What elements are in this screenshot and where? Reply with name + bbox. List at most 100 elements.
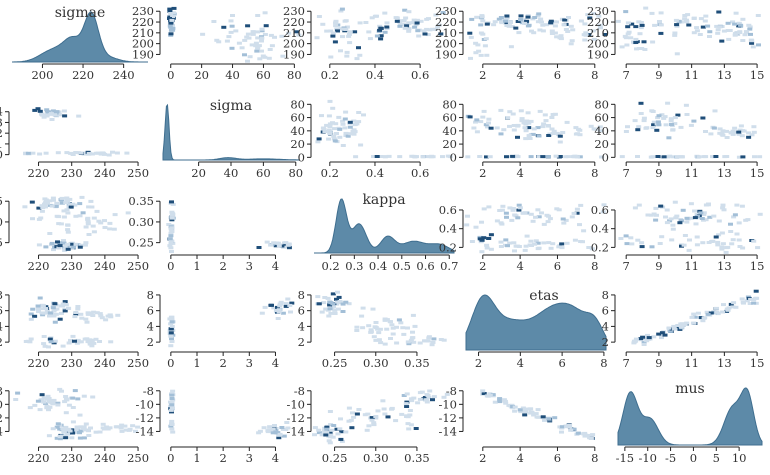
hex-bin — [338, 417, 343, 421]
hex-bin — [229, 46, 235, 50]
x-tick-label: 0.30 — [363, 451, 389, 465]
y-tick-label: 4 — [147, 319, 154, 333]
hex-bin — [672, 327, 677, 331]
hex-bin — [119, 429, 125, 433]
hex-bin — [327, 125, 333, 129]
hex-bin — [39, 209, 45, 213]
hex-bin — [424, 27, 430, 31]
hex-bin — [582, 38, 588, 42]
hex-bin — [664, 221, 670, 225]
hex-bin — [52, 308, 58, 312]
hex-bin — [421, 29, 427, 33]
hex-bin — [270, 431, 276, 435]
density-curve — [465, 294, 607, 351]
hex-bin — [678, 325, 684, 329]
x-tick-label: 11 — [684, 68, 699, 82]
x-tick-label: 4 — [516, 166, 523, 180]
hex-bin — [436, 23, 442, 27]
hex-bin — [483, 37, 489, 41]
hex-bin — [535, 247, 541, 251]
hex-bin — [501, 128, 507, 132]
hex-bin — [669, 238, 675, 242]
hex-bin — [236, 41, 242, 45]
x-tick-label: 13 — [717, 356, 732, 370]
hex-bin — [679, 219, 685, 223]
hex-bin — [114, 151, 120, 155]
hex-bin — [62, 114, 68, 118]
hex-bin — [107, 221, 113, 225]
diagonal-title-etas: etas — [529, 288, 558, 304]
hex-bin — [49, 241, 55, 245]
y-tick-label: 200 — [435, 37, 457, 51]
x-tick-label: 60 — [256, 166, 271, 180]
hex-bin — [43, 198, 49, 202]
hex-bin — [63, 411, 69, 415]
hex-bin — [384, 21, 390, 25]
hex-bin — [340, 144, 346, 147]
hex-bin — [371, 155, 376, 158]
hex-bin — [50, 306, 56, 310]
hex-bin — [37, 109, 43, 113]
hex-bin — [515, 123, 521, 127]
y-tick-label: 200 — [132, 37, 154, 51]
hex-bin — [336, 295, 342, 299]
hex-bin — [723, 250, 729, 254]
hex-bin — [724, 129, 730, 133]
hex-bin — [84, 320, 90, 324]
hex-bin — [731, 301, 737, 305]
hex-bin — [68, 242, 74, 246]
hex-bin — [70, 152, 76, 156]
hex-bin — [279, 244, 285, 248]
hex-bin — [296, 33, 302, 37]
hex-bin — [286, 246, 292, 250]
hex-bin — [135, 425, 141, 429]
y-tick-label: -12 — [438, 411, 457, 425]
hex-bin — [376, 338, 382, 342]
hex-bin — [346, 406, 352, 410]
hex-bin — [431, 395, 437, 399]
hex-bin — [426, 336, 432, 340]
y-tick-label: 4 — [602, 319, 609, 333]
hex-bin — [749, 41, 755, 45]
y-tick-label: 210 — [283, 26, 305, 40]
hex-bin — [250, 32, 256, 36]
hex-bin — [62, 248, 68, 252]
hex-bin — [633, 41, 639, 44]
hex-bin — [47, 337, 53, 341]
hex-bin — [343, 110, 349, 114]
hex-bin — [63, 244, 69, 248]
hex-bin — [57, 437, 63, 441]
hex-bin — [221, 25, 227, 29]
hex-bin — [226, 35, 232, 39]
hex-bin — [89, 205, 95, 209]
hex-bin — [528, 212, 534, 216]
hex-bin — [334, 427, 340, 431]
hex-bin — [484, 155, 489, 159]
hex-bin — [118, 426, 124, 430]
hex-bin — [737, 31, 743, 34]
hex-bin — [546, 417, 552, 421]
hex-bin — [74, 425, 80, 429]
hex-bin — [115, 313, 121, 317]
hex-bin — [747, 302, 753, 305]
hex-bin — [280, 54, 286, 58]
y-tick-label: 8 — [602, 288, 609, 302]
hex-bin — [404, 24, 410, 28]
hex-bin — [504, 16, 510, 20]
hex-bin — [751, 239, 757, 243]
y-tick-label: 220 — [283, 15, 305, 29]
hex-bin — [272, 35, 277, 39]
hex-bin — [651, 123, 657, 127]
hex-bin — [75, 397, 81, 401]
hex-bin — [658, 333, 664, 337]
hex-bin — [256, 44, 262, 48]
hex-bin — [633, 25, 639, 29]
hex-bin — [98, 314, 104, 318]
diagonal-title-mus: mus — [675, 381, 704, 397]
hex-bin — [373, 326, 379, 330]
hex-bin — [658, 11, 664, 15]
hex-bin — [519, 117, 525, 121]
hex-bin — [523, 244, 529, 248]
hex-bin — [272, 424, 277, 427]
